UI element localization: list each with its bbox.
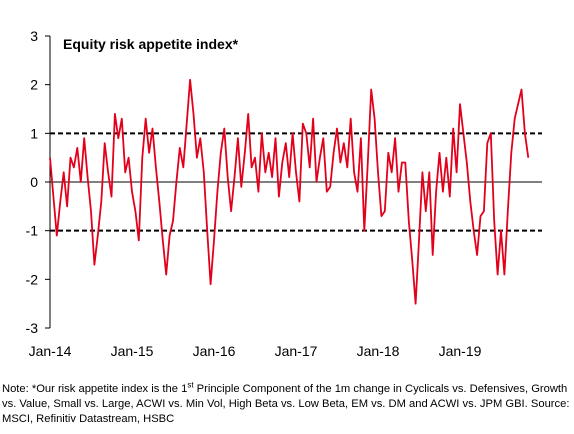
- y-tick-label: -1: [26, 223, 39, 239]
- x-tick-label: Jan-16: [193, 343, 236, 359]
- y-tick-label: -3: [26, 320, 39, 336]
- x-tick-label: Jan-18: [357, 343, 400, 359]
- risk-appetite-line: [49, 78, 530, 305]
- y-tick-label: 3: [30, 28, 38, 44]
- chart-title: Equity risk appetite index*: [63, 36, 239, 52]
- note-superscript: st: [187, 380, 194, 390]
- y-tick-label: -2: [26, 271, 39, 287]
- y-tick-label: 2: [30, 77, 38, 93]
- x-tick-label: Jan-17: [275, 343, 318, 359]
- y-tick-label: 1: [30, 125, 38, 141]
- note-prefix: Note: *Our risk appetite index is the 1: [2, 383, 188, 395]
- x-tick-label: Jan-19: [439, 343, 482, 359]
- chart-note: Note: *Our risk appetite index is the 1s…: [2, 380, 572, 427]
- note-body: Principle Component of the 1m change in …: [2, 383, 570, 425]
- x-tick-label: Jan-14: [29, 343, 72, 359]
- y-tick-label: 0: [30, 174, 38, 190]
- chart-svg: 3 2 1 0 -1 -2 -3 Jan-14 Jan-15 Jan-16 Jan-17 Jan-18…: [26, 28, 542, 359]
- x-tick-label: Jan-15: [111, 343, 154, 359]
